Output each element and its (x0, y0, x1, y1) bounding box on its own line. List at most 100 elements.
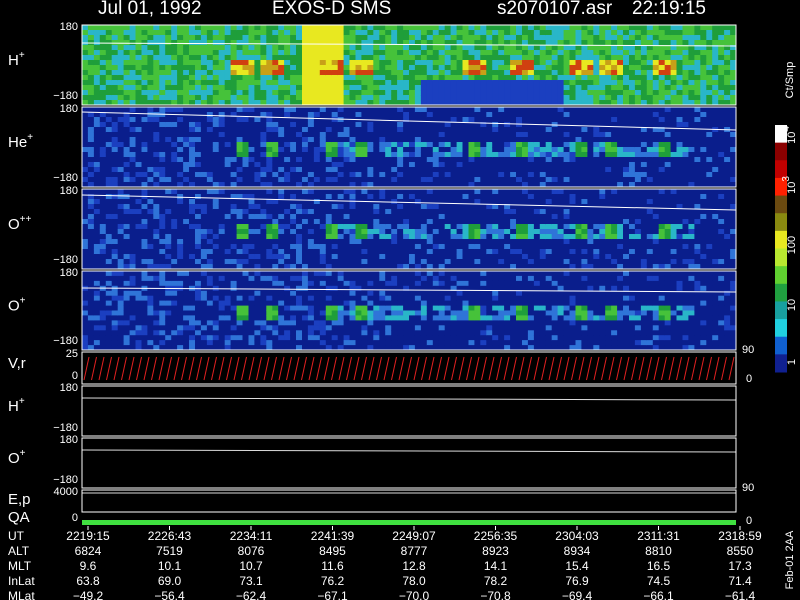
spectrogram-cell (539, 189, 547, 195)
spectrogram-cell (510, 50, 517, 56)
spectrogram-cell (153, 214, 160, 220)
spectrogram-cell (379, 157, 386, 163)
spectrogram-cell (664, 35, 672, 41)
spectrogram-cell (379, 214, 386, 220)
spectrogram-cell (123, 244, 130, 250)
spectrogram-cell (557, 219, 564, 225)
spectrogram-cell (599, 194, 606, 200)
spectrogram-cell (397, 40, 404, 46)
spectrogram-cell (224, 249, 232, 255)
spectrogram-cell (516, 172, 523, 178)
spectrogram-cell (290, 107, 297, 113)
spectrogram-cell (414, 122, 422, 128)
spectrogram-cell (700, 60, 707, 66)
spectrogram-cell (367, 264, 374, 270)
spectrogram-cell (165, 244, 172, 250)
spectrogram-cell (379, 152, 386, 158)
spectrogram-cell (200, 189, 208, 195)
spectrogram-cell (105, 167, 113, 173)
spectrogram-cell (337, 117, 345, 123)
spectrogram-cell (599, 152, 606, 158)
spectrogram-cell (724, 132, 731, 138)
spectrogram-cell (468, 80, 475, 86)
spectrogram-cell (670, 157, 677, 163)
spectrogram-cell (319, 70, 327, 76)
spectrogram-cell (147, 80, 154, 86)
spectrogram-cell (111, 30, 119, 36)
spectrogram-cell (319, 142, 327, 148)
spectrogram-cell (397, 80, 404, 86)
spectrogram-cell (224, 35, 232, 41)
spectrogram-cell (557, 204, 564, 210)
spectrogram-cell (141, 55, 148, 61)
spectrogram-cell (230, 219, 237, 225)
spectrogram-cell (658, 70, 666, 76)
spectrogram-cell (468, 107, 475, 113)
spectrogram-cell (355, 85, 362, 91)
spectrogram-cell (123, 50, 130, 56)
spectrogram-cell (462, 209, 469, 215)
spectrogram-cell (539, 137, 547, 143)
spectrogram-cell (545, 224, 553, 230)
spectrogram-cell (480, 60, 487, 66)
spectrogram-cell (414, 162, 422, 168)
spectrogram-cell (670, 90, 677, 96)
spectrogram-cell (623, 172, 630, 178)
spectrogram-cell (159, 234, 166, 240)
spectrogram-cell (361, 30, 368, 36)
spectrogram-cell (224, 25, 232, 31)
spectrogram-cell (658, 100, 666, 106)
spectrogram-cell (504, 35, 511, 41)
spectrogram-cell (527, 209, 535, 215)
spectrogram-cell (432, 239, 440, 245)
spectrogram-cell (527, 204, 535, 210)
spectrogram-cell (212, 90, 220, 96)
spectrogram-cell (331, 100, 339, 106)
spectrogram-cell (403, 152, 410, 158)
spectrogram-cell (409, 177, 416, 183)
spectrogram-cell (177, 50, 184, 56)
spectrogram-cell (450, 70, 457, 76)
spectrogram-cell (325, 112, 333, 118)
spectrogram-cell (343, 244, 350, 250)
spectrogram-cell (159, 224, 166, 230)
spectrogram-cell (551, 224, 559, 230)
spectrogram-cell (331, 239, 339, 245)
spectrogram-cell (682, 127, 689, 133)
spectrogram-cell (290, 95, 297, 101)
spectrogram-cell (724, 35, 731, 41)
spectrogram-cell (296, 50, 303, 56)
spectrogram-cell (670, 60, 677, 66)
spectrogram-cell (284, 95, 291, 101)
spectrogram-cell (224, 234, 232, 240)
spectrogram-cell (87, 177, 95, 183)
spectrogram-cell (99, 194, 107, 200)
spectrogram-cell (349, 259, 356, 265)
spectrogram-cell (135, 204, 142, 210)
spectrogram-cell (177, 204, 184, 210)
spectrogram-cell (260, 127, 267, 133)
spectrogram-cell (426, 100, 434, 106)
spectrogram-cell (189, 172, 196, 178)
spectrogram-cell (82, 214, 89, 220)
spectrogram-cell (438, 234, 446, 240)
spectrogram-cell (177, 100, 184, 106)
spectrogram-cell (617, 85, 624, 91)
spectrogram-cell (159, 50, 166, 56)
spectrogram-cell (290, 100, 297, 106)
spectrogram-cell (242, 50, 249, 56)
spectrogram-cell (533, 127, 541, 133)
spectrogram-cell (557, 167, 564, 173)
spectrogram-cell (99, 239, 107, 245)
spectrogram-cell (569, 95, 576, 101)
spectrogram-cell (105, 100, 113, 106)
spectrogram-cell (278, 90, 285, 96)
spectrogram-cell (171, 152, 178, 158)
spectrogram-cell (646, 112, 654, 118)
spectrogram-cell (248, 204, 255, 210)
spectrogram-cell (545, 25, 553, 31)
spectrogram-cell (200, 25, 208, 31)
spectrogram-cell (272, 214, 279, 220)
spectrogram-cell (456, 40, 463, 46)
spectrogram-cell (212, 264, 220, 270)
